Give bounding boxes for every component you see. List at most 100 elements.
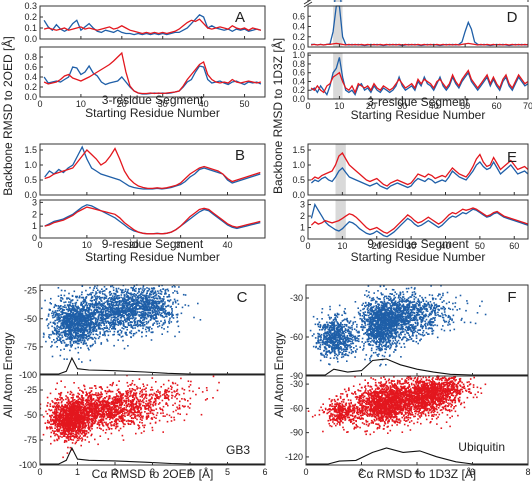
y-tick-label: 0.6: [24, 62, 37, 72]
scatter-point: [67, 330, 69, 332]
scatter-point: [155, 316, 157, 318]
scatter-point: [102, 305, 104, 307]
scatter-point: [106, 288, 108, 290]
scatter-point: [60, 426, 62, 428]
scatter-point: [61, 433, 63, 435]
left-energy-y-axis-label: All Atom Energy: [1, 332, 15, 417]
scatter-point: [57, 417, 59, 419]
scatter-point: [67, 431, 69, 433]
scatter-point: [63, 435, 65, 437]
scatter-point: [109, 294, 111, 296]
scatter-point: [59, 307, 61, 309]
scatter-point: [146, 292, 148, 294]
scatter-point: [88, 404, 90, 406]
scatter-point: [87, 311, 89, 313]
scatter-point: [78, 315, 80, 317]
scatter-point: [101, 288, 103, 290]
scatter-point: [154, 292, 156, 294]
y-tick-label: 1.0: [24, 160, 37, 170]
scatter-point: [113, 310, 115, 312]
scatter-point: [94, 304, 96, 306]
scatter-point: [88, 323, 90, 325]
scatter-point: [113, 316, 115, 318]
scatter-point: [160, 289, 162, 291]
scatter-point: [60, 341, 62, 343]
scatter-point: [167, 289, 169, 291]
scatter-point: [135, 317, 137, 319]
scatter-point: [155, 308, 157, 310]
scatter-point: [54, 316, 56, 318]
scatter-point: [124, 409, 126, 411]
scatter-point: [64, 306, 66, 308]
scatter-point: [85, 319, 87, 321]
scatter-point: [76, 405, 78, 407]
scatter-point: [175, 300, 177, 302]
scatter-point: [138, 291, 140, 293]
scatter-point: [74, 419, 76, 421]
scatter-point: [103, 327, 105, 329]
scatter-point: [51, 326, 53, 328]
scatter-point: [77, 339, 79, 341]
scatter-point: [94, 286, 96, 288]
scatter-point: [67, 336, 69, 338]
scatter-point: [93, 394, 95, 396]
scatter-point: [91, 332, 93, 334]
scatter-point: [119, 314, 121, 316]
scatter-point: [111, 328, 113, 330]
scatter-point: [89, 419, 91, 421]
scatter-point: [84, 319, 86, 321]
scatter-point: [49, 302, 51, 304]
scatter-point: [140, 300, 142, 302]
scatter-point: [89, 319, 91, 321]
scatter-point: [111, 428, 113, 430]
scatter-point: [117, 423, 119, 425]
scatter-point: [122, 435, 124, 437]
scatter-point: [84, 339, 86, 341]
scatter-point: [64, 358, 66, 360]
scatter-point: [145, 329, 147, 331]
scatter-point: [172, 314, 174, 316]
scatter-point: [115, 308, 117, 310]
scatter-point: [131, 330, 133, 332]
panel-letter: B: [235, 147, 245, 164]
scatter-point: [150, 313, 152, 315]
scatter-point: [98, 301, 100, 303]
scatter-point: [81, 417, 83, 419]
scatter-point: [77, 347, 79, 349]
scatter-point: [52, 317, 54, 319]
scatter-point: [75, 436, 77, 438]
scatter-point: [167, 300, 169, 302]
plot-frame: [40, 47, 265, 97]
scatter-point: [80, 315, 82, 317]
scatter-point: [162, 310, 164, 312]
scatter-point: [137, 325, 139, 327]
scatter-point: [64, 386, 66, 388]
scatter-point: [152, 312, 154, 314]
scatter-point: [157, 290, 159, 292]
scatter-point: [50, 410, 52, 412]
scatter-point: [143, 319, 145, 321]
scatter-point: [140, 296, 142, 298]
scatter-point: [61, 290, 63, 292]
scatter-point: [60, 415, 62, 417]
scatter-point: [66, 437, 68, 439]
scatter-point: [123, 439, 125, 441]
scatter-point: [90, 328, 92, 330]
scatter-point: [71, 407, 73, 409]
scatter-point: [76, 327, 78, 329]
scatter-point: [83, 297, 85, 299]
scatter-point: [108, 391, 110, 393]
scatter-point: [143, 427, 145, 429]
scatter-point: [83, 342, 85, 344]
scatter-point: [102, 307, 104, 309]
scatter-point: [72, 303, 74, 305]
scatter-point: [153, 303, 155, 305]
scatter-point: [53, 339, 55, 341]
scatter-point: [86, 431, 88, 433]
scatter-point: [117, 295, 119, 297]
scatter-point: [106, 418, 108, 420]
scatter-point: [60, 420, 62, 422]
scatter-point: [61, 398, 63, 400]
scatter-point: [91, 418, 93, 420]
scatter-point: [147, 299, 149, 301]
